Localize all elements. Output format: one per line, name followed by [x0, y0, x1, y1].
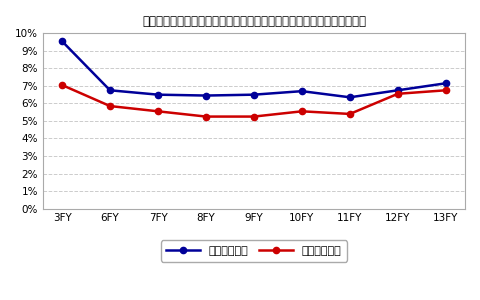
売上高利益率: [251, 115, 257, 119]
総資産利益率: [251, 93, 257, 97]
総資産利益率: [107, 88, 113, 92]
Legend: 総資産利益率, 売上高利益率: 総資産利益率, 売上高利益率: [161, 240, 347, 262]
売上高利益率: [395, 92, 401, 96]
売上高利益率: [443, 88, 449, 92]
売上高利益率: [59, 83, 65, 87]
総資産利益率: [395, 88, 401, 92]
Line: 総資産利益率: 総資産利益率: [59, 38, 449, 100]
総資産利益率: [443, 82, 449, 85]
Title: 総資産経常利益率・売上高経常利益率の標準偏差（企業活動基本調査）: 総資産経常利益率・売上高経常利益率の標準偏差（企業活動基本調査）: [142, 15, 366, 28]
総資産利益率: [59, 39, 65, 43]
Line: 売上高利益率: 売上高利益率: [59, 82, 449, 120]
売上高利益率: [107, 104, 113, 108]
総資産利益率: [155, 93, 161, 97]
総資産利益率: [299, 89, 305, 93]
総資産利益率: [203, 94, 209, 97]
売上高利益率: [299, 110, 305, 113]
売上高利益率: [203, 115, 209, 119]
総資産利益率: [347, 95, 353, 99]
売上高利益率: [155, 110, 161, 113]
売上高利益率: [347, 112, 353, 116]
